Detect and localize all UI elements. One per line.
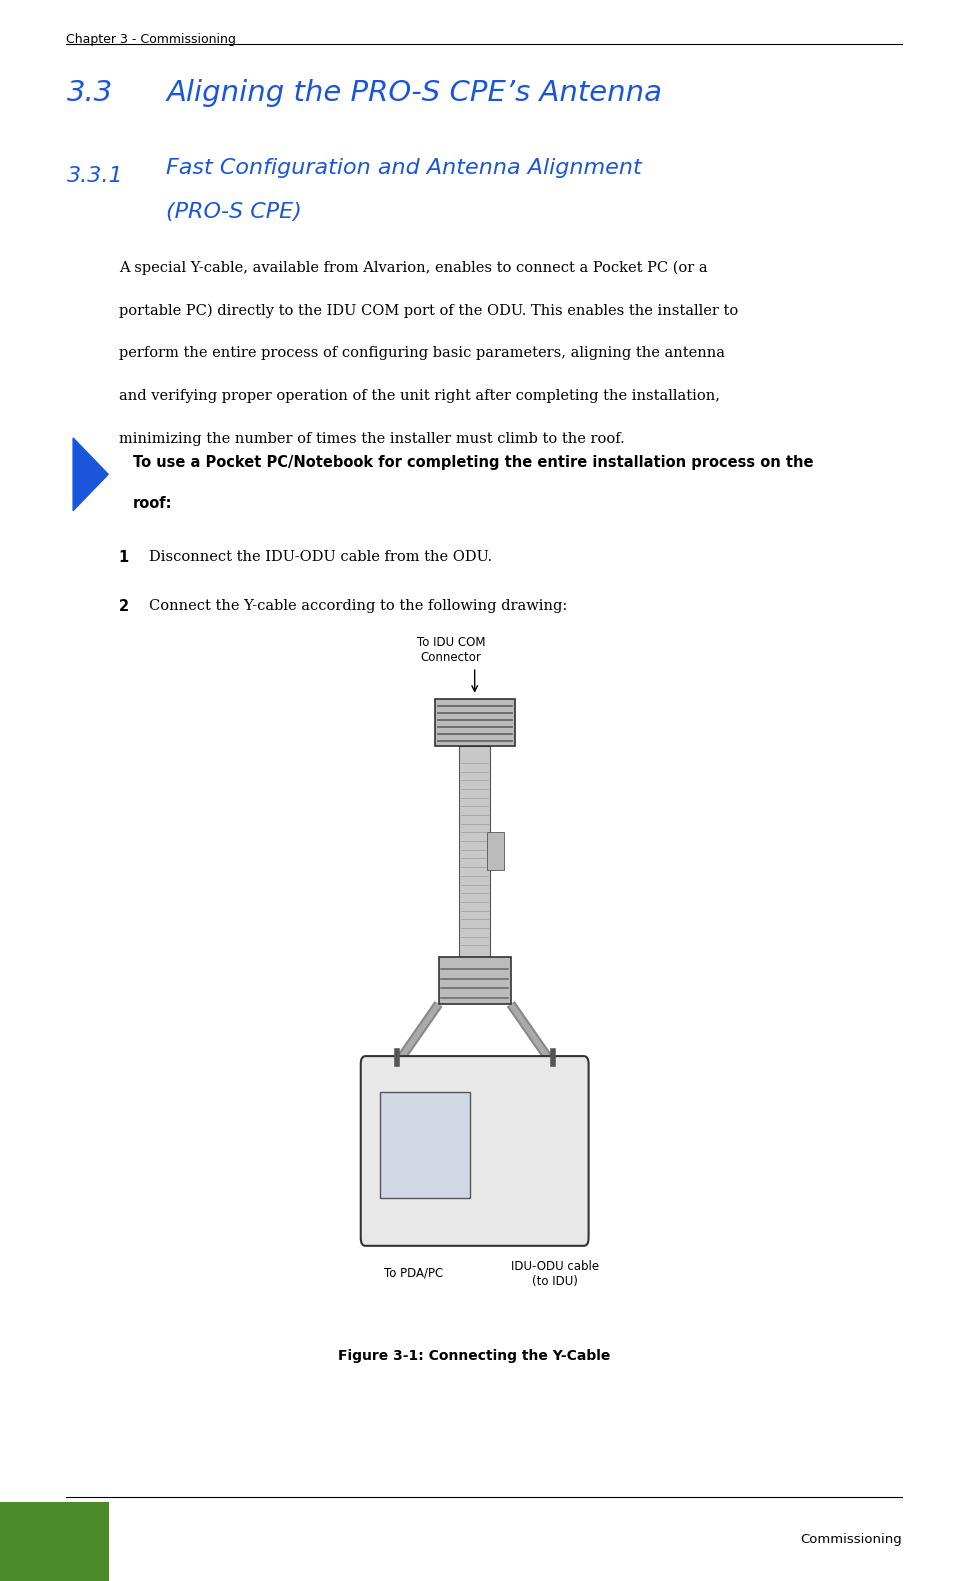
Text: (PRO-S CPE): (PRO-S CPE) bbox=[166, 202, 302, 223]
Text: 3.3: 3.3 bbox=[66, 79, 112, 108]
FancyBboxPatch shape bbox=[379, 1092, 469, 1198]
Text: To use a Pocket PC/Notebook for completing the entire installation process on th: To use a Pocket PC/Notebook for completi… bbox=[133, 455, 813, 470]
Text: PDA: PDA bbox=[389, 1205, 407, 1214]
Text: To PDA/PC: To PDA/PC bbox=[384, 1266, 444, 1279]
Text: DU: DU bbox=[488, 1205, 502, 1214]
FancyBboxPatch shape bbox=[438, 957, 510, 1004]
Polygon shape bbox=[73, 438, 108, 511]
Text: Disconnect the IDU-ODU cable from the ODU.: Disconnect the IDU-ODU cable from the OD… bbox=[149, 550, 491, 564]
Text: IDU-ODU cable
(to IDU): IDU-ODU cable (to IDU) bbox=[511, 1260, 599, 1289]
Text: To IDU COM
Connector: To IDU COM Connector bbox=[416, 636, 485, 664]
FancyBboxPatch shape bbox=[459, 746, 489, 957]
Text: Chapter 3 - Commissioning: Chapter 3 - Commissioning bbox=[66, 33, 236, 46]
Text: portable PC) directly to the IDU COM port of the ODU. This enables the installer: portable PC) directly to the IDU COM por… bbox=[118, 304, 738, 318]
Text: 62: 62 bbox=[47, 1534, 64, 1546]
Text: Connect the Y-cable according to the following drawing:: Connect the Y-cable according to the fol… bbox=[149, 599, 567, 613]
Text: Aligning the PRO-S CPE’s Antenna: Aligning the PRO-S CPE’s Antenna bbox=[166, 79, 661, 108]
Text: 3.3.1: 3.3.1 bbox=[66, 166, 123, 187]
Text: Figure 3-1: Connecting the Y-Cable: Figure 3-1: Connecting the Y-Cable bbox=[338, 1349, 611, 1363]
FancyBboxPatch shape bbox=[0, 1502, 109, 1581]
Text: A special Y-cable, available from Alvarion, enables to connect a Pocket PC (or a: A special Y-cable, available from Alvari… bbox=[118, 261, 706, 275]
FancyBboxPatch shape bbox=[361, 1056, 588, 1246]
FancyBboxPatch shape bbox=[435, 699, 514, 746]
Text: perform the entire process of configuring basic parameters, aligning the antenna: perform the entire process of configurin… bbox=[118, 346, 724, 360]
Text: Commissioning: Commissioning bbox=[799, 1534, 901, 1546]
Text: Fast Configuration and Antenna Alignment: Fast Configuration and Antenna Alignment bbox=[166, 158, 641, 179]
FancyBboxPatch shape bbox=[487, 832, 503, 870]
Text: roof:: roof: bbox=[133, 496, 172, 511]
Text: 1: 1 bbox=[118, 550, 129, 564]
Text: minimizing the number of times the installer must climb to the roof.: minimizing the number of times the insta… bbox=[118, 432, 623, 446]
Text: 2: 2 bbox=[118, 599, 129, 613]
Text: and verifying proper operation of the unit right after completing the installati: and verifying proper operation of the un… bbox=[118, 389, 719, 403]
